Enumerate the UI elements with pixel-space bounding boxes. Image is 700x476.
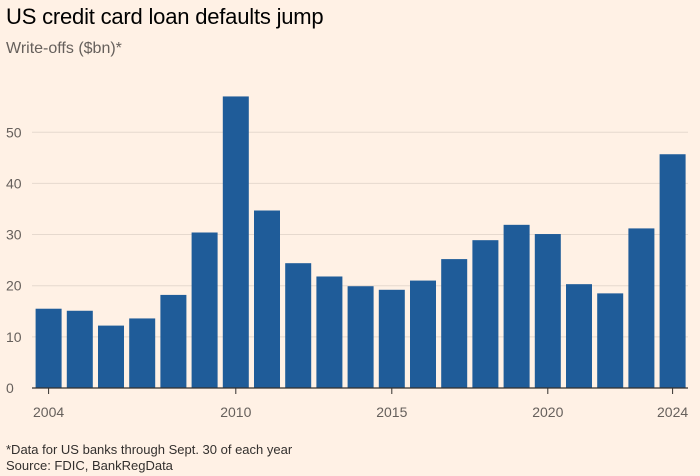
x-tick-label: 2015 [376, 404, 407, 420]
bar-2020 [534, 234, 561, 388]
footnote: *Data for US banks through Sept. 30 of e… [6, 442, 293, 457]
y-tick-label: 0 [6, 380, 14, 396]
bar-2016 [410, 280, 436, 388]
bar-2018 [472, 240, 499, 388]
x-tick-label: 2024 [657, 404, 688, 420]
bar-2023 [628, 228, 655, 388]
bar-2022 [597, 293, 624, 388]
bar-2024 [659, 154, 686, 388]
bar-2015 [378, 289, 405, 388]
chart-subtitle: Write-offs ($bn)* [6, 40, 122, 57]
axes: 0 10 20 30 40 50 2004 2010 2015 2020 2024 [6, 124, 688, 420]
source-note: Source: FDIC, BankRegData [6, 458, 173, 473]
x-tick-label: 2020 [532, 404, 563, 420]
bar-2013 [316, 276, 343, 388]
y-tick-label: 40 [6, 175, 22, 191]
bar-2005 [66, 310, 93, 388]
y-tick-label: 20 [6, 278, 22, 294]
x-tick-label: 2010 [220, 404, 251, 420]
bar-2004 [35, 308, 62, 388]
bar-2008 [160, 294, 187, 388]
bar-2006 [98, 325, 124, 388]
bars [35, 96, 686, 388]
bar-2010 [222, 96, 249, 388]
bar-2009 [191, 232, 218, 388]
bar-2019 [503, 224, 530, 388]
y-tick-label: 50 [6, 124, 22, 140]
bar-2012 [285, 263, 312, 388]
y-tick-label: 30 [6, 227, 22, 243]
bar-2014 [347, 286, 374, 388]
bar-2021 [566, 284, 592, 388]
bar-2017 [441, 259, 468, 388]
x-tick-label: 2004 [33, 404, 64, 420]
y-tick-label: 10 [6, 329, 22, 345]
bar-2011 [254, 210, 280, 388]
chart-title: US credit card loan defaults jump [6, 4, 324, 29]
bar-2007 [129, 318, 156, 388]
